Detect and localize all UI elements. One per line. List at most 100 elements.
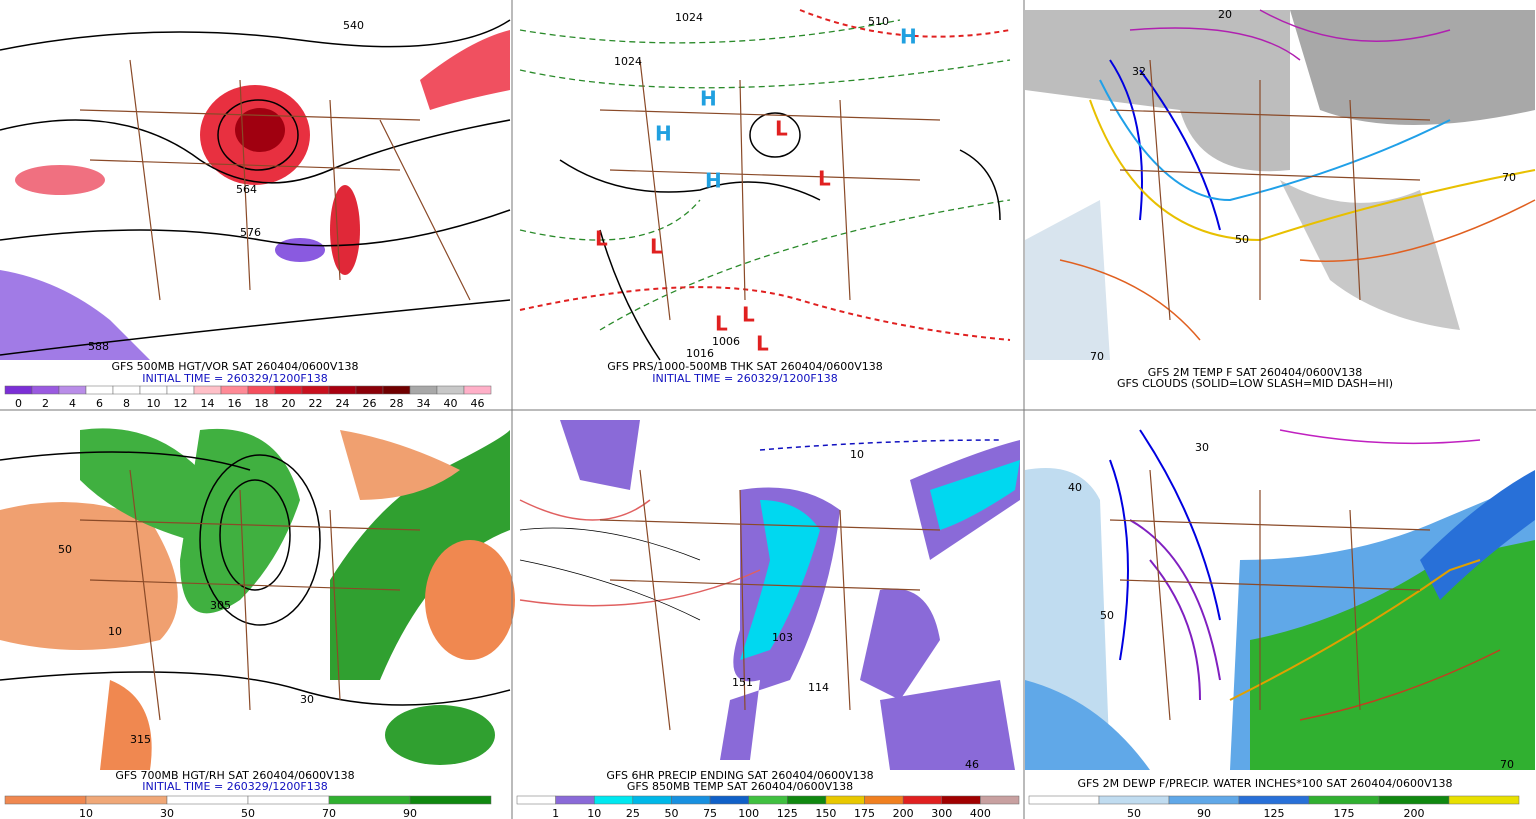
contour-label: 103 [772,631,793,644]
contour-label: 32 [1132,65,1146,78]
svg-text:L: L [775,117,788,141]
colorbar-swatch [436,385,465,395]
colorbar-label: 125 [777,807,798,819]
colorbar-swatch [409,385,438,395]
colorbar-label: 16 [228,397,242,410]
contour-label: 40 [1068,481,1082,494]
colorbar-swatch [274,385,303,395]
caption: GFS 700MB HGT/RH SAT 260404/0600V138 [115,769,354,782]
svg-text:L: L [742,303,755,327]
colorbar-label: 100 [738,807,759,819]
colorbar-swatch [58,385,87,395]
colorbar-swatch [328,385,357,395]
contour-label: 50 [58,543,72,556]
contour-label: 46 [965,758,979,771]
colorbar-label: 18 [255,397,269,410]
colorbar-label: 150 [815,807,836,819]
colorbar-swatch [1238,795,1310,805]
colorbar-swatch [247,795,330,805]
colorbar-swatch [463,385,492,395]
colorbar-swatch [902,795,943,805]
contour-label: 540 [343,19,364,32]
panel-map [0,19,511,360]
colorbar-label: 46 [471,397,485,410]
colorbar-label: 8 [123,397,130,410]
colorbar-label: 125 [1264,807,1285,819]
contour-label: 70 [1500,758,1514,771]
panel-map [0,428,515,770]
contour-label: 20 [1218,8,1232,21]
colorbar-swatch [139,385,168,395]
svg-text:L: L [756,332,769,356]
colorbar-label: 2 [42,397,49,410]
colorbar-swatch [516,795,556,805]
caption: GFS 2M TEMP F SAT 260404/0600V138 [1148,366,1363,379]
colorbar-swatch [671,795,711,805]
colorbar-swatch [709,795,749,805]
colorbar-label: 0 [15,397,22,410]
colorbar-swatch [193,385,222,395]
colorbar-label: 90 [403,807,417,819]
colorbar-label: 24 [336,397,350,410]
panel-map [519,420,1020,770]
colorbar-label: 40 [444,397,458,410]
colorbar-swatch [31,385,60,395]
svg-text:L: L [595,227,608,251]
panel-map [1025,412,1536,770]
colorbar-swatch [355,385,384,395]
contour-label: 588 [88,340,109,353]
contour-label: 30 [300,693,314,706]
colorbar-label: 50 [241,807,255,819]
colorbar-swatch [555,795,595,805]
colorbar-label: 10 [79,807,93,819]
colorbar-swatch [382,385,411,395]
colorbar-swatch [632,795,672,805]
contour-label: 576 [240,226,261,239]
colorbar-label: 1 [552,807,559,819]
colorbar-swatch [247,385,276,395]
caption: INITIAL TIME = 260329/1200F138 [142,372,327,385]
contour-label: 564 [236,183,257,196]
caption: GFS PRS/1000-500MB THK SAT 260404/0600V1… [607,360,883,373]
colorbar-swatch [1028,795,1100,805]
colorbar-swatch [1448,795,1520,805]
colorbar-label: 25 [626,807,640,819]
colorbar-label: 26 [363,397,377,410]
colorbar-label: 22 [309,397,323,410]
contour-label: 70 [1090,350,1104,363]
colorbar-swatch [593,795,634,805]
colorbar-label: 14 [201,397,215,410]
colorbar-label: 6 [96,397,103,410]
colorbar-swatch [220,385,249,395]
svg-text:H: H [705,169,722,193]
svg-text:H: H [900,25,917,49]
colorbar-label: 20 [282,397,296,410]
contour-label: 1024 [614,55,642,68]
contour-label: 510 [868,15,889,28]
colorbar-swatch [787,795,827,805]
svg-text:H: H [700,87,717,111]
contour-label: 1016 [686,347,714,360]
colorbar-label: 300 [931,807,952,819]
colorbar-swatch [112,385,141,395]
colorbar-swatch [980,795,1020,805]
contour-label: 305 [210,599,231,612]
contour-label: 30 [1195,441,1209,454]
colorbar-label: 175 [854,807,875,819]
colorbar-label: 10 [587,807,601,819]
colorbar-swatch [748,795,788,805]
colorbar-swatch [409,795,492,805]
contour-label: 315 [130,733,151,746]
caption: GFS 850MB TEMP SAT 260404/0600V138 [627,780,853,793]
contour-label: 70 [1502,171,1516,184]
contour-label: 10 [108,625,122,638]
colorbar-swatch [1168,795,1240,805]
caption: GFS 6HR PRECIP ENDING SAT 260404/0600V13… [606,769,873,782]
panel-map [1025,9,1536,360]
caption: INITIAL TIME = 260329/1200F138 [142,780,327,793]
colorbar-label: 50 [664,807,678,819]
colorbar-swatch [301,385,330,395]
colorbar-swatch [941,795,981,805]
colorbar-label: 34 [417,397,431,410]
colorbar-swatch [4,385,33,395]
